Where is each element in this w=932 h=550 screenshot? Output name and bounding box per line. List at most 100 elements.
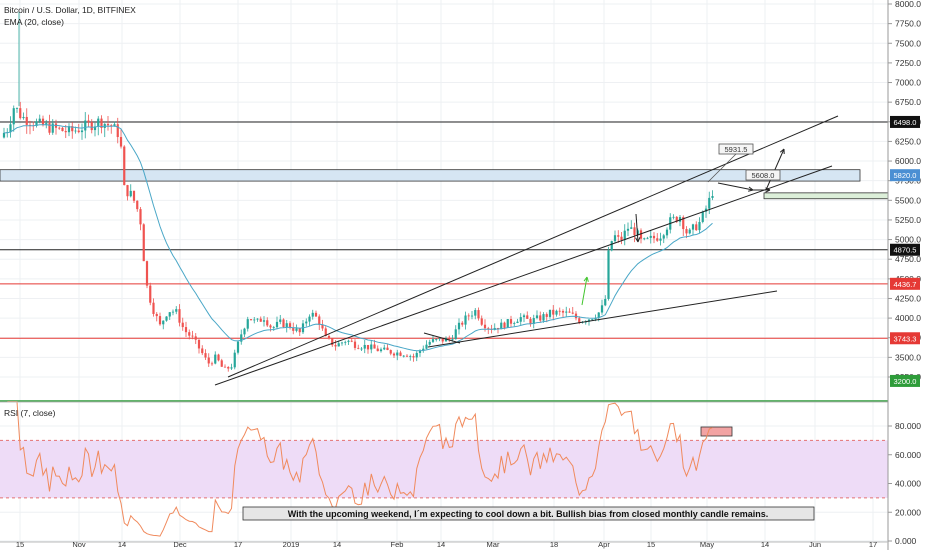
candle-body: [279, 319, 282, 322]
candle-body: [483, 324, 487, 329]
candle-body: [399, 352, 402, 356]
candle-body: [555, 310, 558, 315]
candle-body: [22, 116, 25, 119]
candle-body: [74, 130, 77, 132]
candle-body: [178, 309, 181, 323]
price-badge-label: 5820.0: [894, 171, 917, 180]
x-tick-label: Dec: [173, 540, 187, 549]
candle-body: [87, 120, 90, 123]
candle-body: [272, 327, 275, 328]
y-tick-label: 6250.0: [895, 136, 921, 146]
candle-body: [363, 344, 366, 349]
price-zones: [0, 121, 889, 402]
candle-body: [129, 190, 132, 197]
candle-body: [90, 122, 93, 131]
y-tick-label: 4250.0: [895, 293, 921, 303]
y-tick-label: 8000.0: [895, 0, 921, 9]
y-tick-label: 7750.0: [895, 19, 921, 29]
x-tick-label: 14: [118, 540, 126, 549]
candle-body: [71, 126, 74, 132]
candle-body: [607, 250, 610, 299]
upper-channel-line: [227, 115, 839, 378]
candle-body: [136, 200, 139, 210]
candle-body: [324, 328, 327, 336]
price-badge-label: 3200.0: [894, 377, 917, 386]
candle-body: [662, 235, 665, 239]
price-badge: [890, 374, 920, 387]
target-zone: [763, 192, 889, 200]
candle-body: [578, 318, 581, 323]
price-badge: [890, 169, 920, 182]
candle-body: [360, 348, 363, 350]
candle-body: [116, 124, 119, 138]
candle-body: [711, 196, 714, 198]
candle-body: [318, 316, 321, 325]
candle-body: [162, 320, 165, 325]
candle-body: [477, 310, 480, 319]
candle-body: [415, 352, 418, 358]
candle-body: [682, 217, 685, 230]
y-tick-label: 4000.0: [895, 313, 921, 323]
candle-body: [435, 339, 438, 340]
candle-body: [292, 327, 295, 331]
candle-body: [350, 340, 353, 342]
candle-body: [646, 237, 649, 239]
candle-body: [246, 319, 249, 329]
candle-body: [600, 305, 604, 313]
candle-body: [688, 229, 691, 234]
candle-body: [184, 327, 188, 333]
y-tick-label: 7000.0: [895, 78, 921, 88]
candle-body: [386, 347, 389, 351]
projection-arrow-up-head: [779, 148, 785, 155]
candle-body: [240, 334, 243, 342]
projection-arrow-down-head: [748, 186, 754, 192]
y-tick-label: 5500.0: [895, 195, 921, 205]
candle-body: [526, 315, 529, 319]
candle-body: [552, 309, 555, 315]
candle-body: [389, 350, 392, 354]
candle-body: [132, 190, 136, 201]
symbol-title: Bitcoin / U.S. Dollar, 1D, BITFINEX: [4, 5, 136, 15]
rsi-legend: RSI (7, close): [4, 408, 56, 418]
candle-body: [405, 355, 409, 357]
candle-body: [529, 318, 532, 324]
candle-body: [519, 317, 522, 322]
y-tick-label: 4750.0: [895, 254, 921, 264]
candle-body: [25, 116, 28, 125]
candle-body: [181, 322, 184, 328]
y-tick-label: 5250.0: [895, 215, 921, 225]
projection-arrow-down: [717, 182, 754, 191]
candle-body: [402, 355, 405, 357]
candle-body: [9, 124, 12, 133]
candle-body: [165, 316, 168, 321]
candle-body: [396, 352, 399, 356]
annotation-text: With the upcoming weekend, I´m expecting…: [288, 509, 769, 519]
candle-body: [370, 344, 373, 350]
candle-body: [425, 344, 428, 349]
candle-body: [513, 323, 516, 324]
candle-body: [217, 354, 220, 361]
candle-body: [12, 108, 15, 125]
candle-body: [379, 349, 383, 352]
candle-body: [656, 238, 659, 241]
candle-body: [659, 238, 662, 241]
candle-body: [282, 319, 285, 328]
x-tick-label: Jun: [809, 540, 821, 549]
candle-body: [243, 328, 246, 335]
candle-body: [168, 312, 171, 317]
candle-body: [158, 316, 162, 325]
candle-body: [119, 137, 123, 147]
candle-body: [126, 185, 129, 197]
candle-body: [649, 235, 652, 238]
candle-body: [262, 320, 266, 322]
callout-pointer: [707, 153, 737, 183]
y-tick-label: 7500.0: [895, 38, 921, 48]
candle-body: [295, 328, 298, 331]
candle-body: [275, 321, 279, 328]
candle-body: [64, 131, 67, 133]
candle-body: [266, 320, 269, 326]
candle-body: [171, 311, 175, 313]
candle-body: [2, 132, 6, 138]
